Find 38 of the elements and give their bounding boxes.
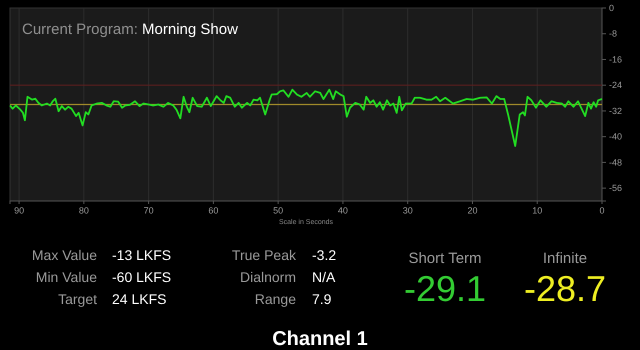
y-tick-label: -40 xyxy=(609,132,622,142)
y-tick-label: -56 xyxy=(609,183,622,194)
x-tick-label: 20 xyxy=(467,205,478,216)
x-tick-label: 50 xyxy=(273,205,284,216)
text: -29.1 xyxy=(404,268,486,309)
x-tick-label: 60 xyxy=(208,205,218,216)
x-tick-label: 30 xyxy=(402,205,413,216)
text: True Peak xyxy=(232,247,297,263)
x-tick-label: 80 xyxy=(78,205,89,216)
text: N/A xyxy=(312,269,336,285)
text: Channel 1 xyxy=(272,328,368,350)
y-tick-label: -24 xyxy=(609,80,622,90)
text: Current Program: xyxy=(22,21,138,38)
text: -60 LKFS xyxy=(112,269,172,285)
y-tick-label: 0 xyxy=(609,2,614,13)
text: -28.7 xyxy=(524,268,606,309)
text: Infinite xyxy=(542,250,588,267)
text: Min Value xyxy=(36,269,98,285)
x-tick-label: 90 xyxy=(14,205,24,216)
y-tick-label: -48 xyxy=(609,157,622,168)
text: Max Value xyxy=(32,247,98,263)
x-tick-label: 40 xyxy=(338,205,348,216)
text: -13 LKFS xyxy=(112,247,172,263)
text: Range xyxy=(254,291,296,307)
y-tick-label: -8 xyxy=(609,28,618,39)
text: 7.9 xyxy=(312,291,332,307)
line-series xyxy=(9,88,603,147)
x-tick-label: 10 xyxy=(532,205,542,216)
x-tick-label: 0 xyxy=(599,205,605,216)
text: Short Term xyxy=(408,250,482,267)
text: Dialnorm xyxy=(240,269,296,285)
text: Morning Show xyxy=(138,21,238,38)
x-tick-label: 70 xyxy=(144,205,154,216)
y-tick-label: -32 xyxy=(609,106,622,116)
text: Target xyxy=(58,291,98,307)
text: -3.2 xyxy=(312,247,336,263)
text: 24 LKFS xyxy=(112,291,166,307)
y-tick-label: -16 xyxy=(609,54,622,64)
